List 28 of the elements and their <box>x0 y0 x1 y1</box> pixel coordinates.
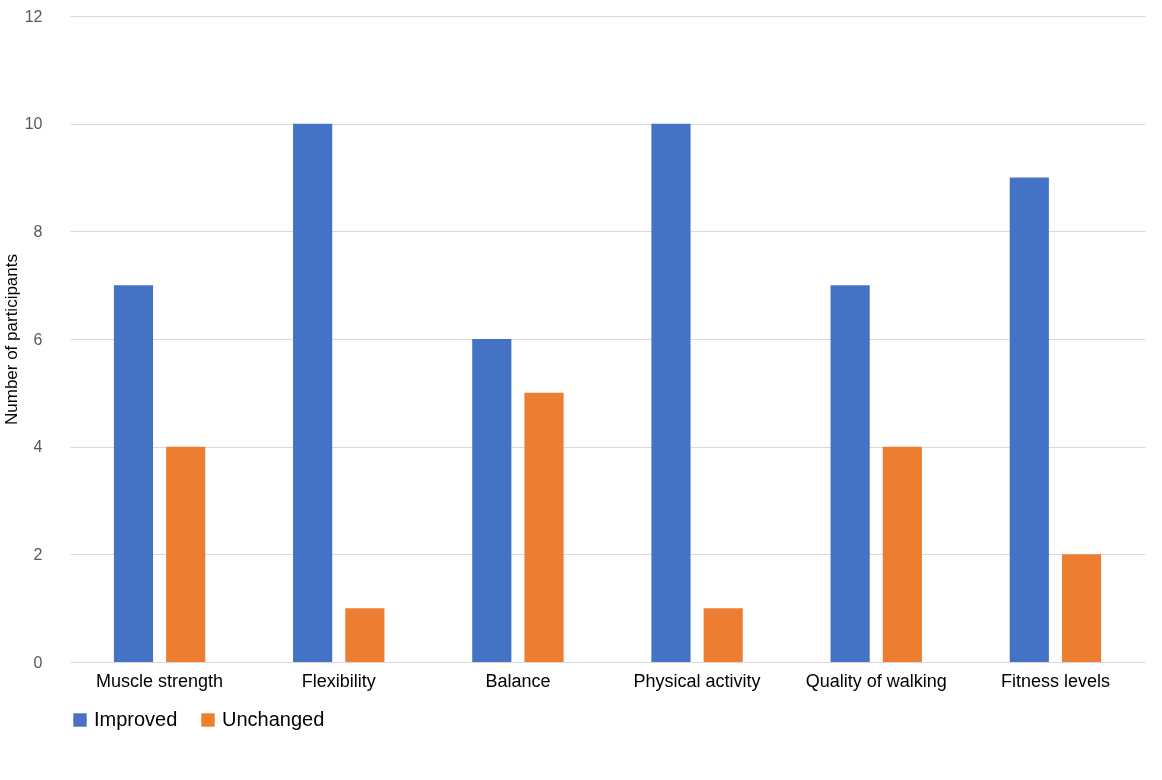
bar <box>1061 554 1102 662</box>
y-tick-label: 8 <box>33 222 43 240</box>
bar <box>113 285 154 662</box>
y-tick-label: 6 <box>33 330 43 348</box>
bar <box>830 285 870 662</box>
legend-label: Improved <box>94 708 178 730</box>
y-tick-label: 12 <box>24 7 43 25</box>
x-tick-label: Flexibility <box>301 670 376 691</box>
bar <box>703 608 743 662</box>
y-tick-label: 0 <box>33 653 43 671</box>
bar <box>472 339 512 662</box>
x-tick-label: Quality of walking <box>805 670 947 691</box>
y-tick-label: 2 <box>33 545 43 563</box>
bar <box>1009 177 1049 662</box>
x-tick-label: Physical activity <box>633 670 761 691</box>
y-axis-title: Number of participants <box>1 253 21 426</box>
x-tick-label: Balance <box>485 670 551 691</box>
bar <box>293 123 333 662</box>
x-tick-label: Muscle strength <box>96 670 224 691</box>
bar <box>651 123 691 662</box>
legend-label: Unchanged <box>222 708 325 730</box>
bar <box>524 392 564 662</box>
y-tick-label: 4 <box>33 438 43 456</box>
y-tick-label: 10 <box>24 115 43 133</box>
bar <box>882 446 922 662</box>
x-tick-label: Fitness levels <box>1000 670 1110 691</box>
bar <box>166 446 206 662</box>
bar <box>345 608 385 662</box>
